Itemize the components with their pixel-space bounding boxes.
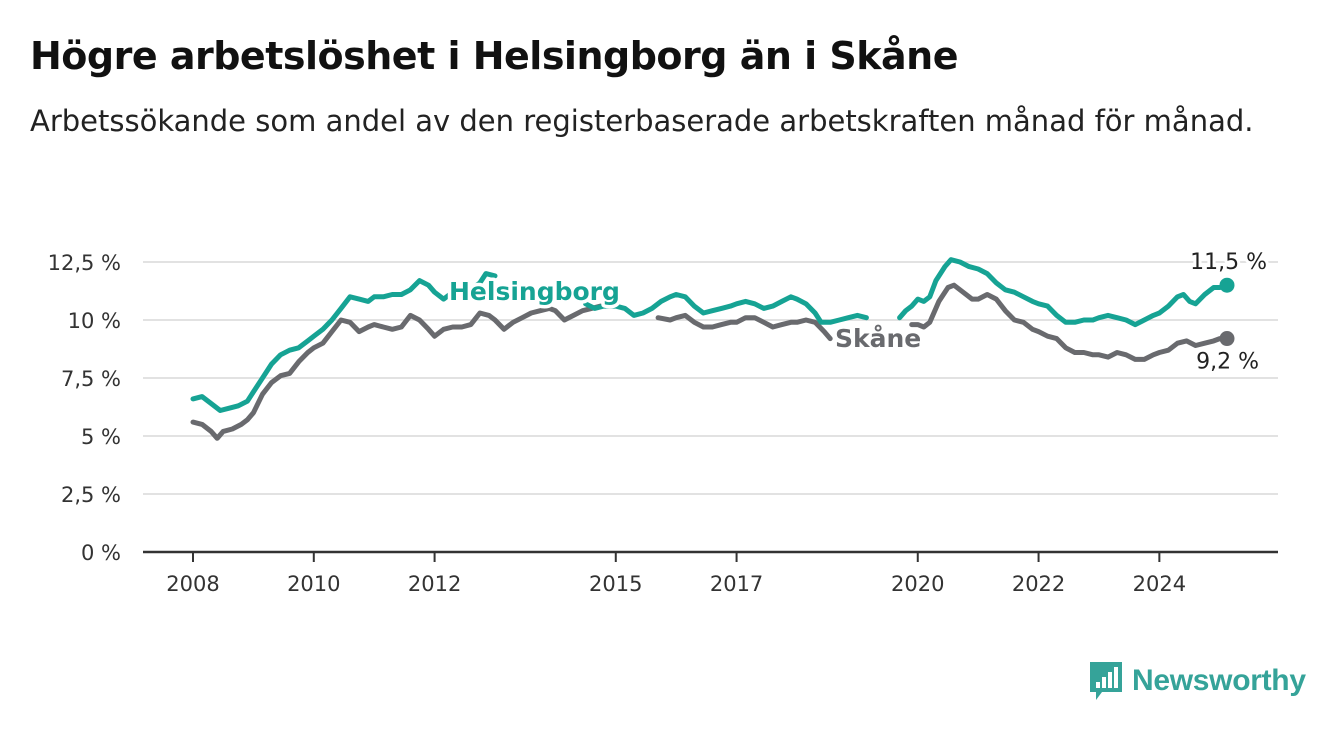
series-line-skane: [909, 282, 1230, 362]
y-tick-label: 10 %: [68, 309, 121, 333]
newsworthy-logo-icon: [1090, 662, 1122, 700]
series-line-helsingborg: [190, 271, 498, 413]
y-tick-label: 0 %: [81, 541, 121, 565]
x-tick-label: 2024: [1133, 572, 1186, 596]
x-tick-label: 2010: [287, 572, 340, 596]
x-tick-label: 2017: [710, 572, 763, 596]
series-lines: [190, 257, 1235, 441]
y-tick-label: 2,5 %: [61, 483, 121, 507]
y-tick-label: 12,5 %: [48, 251, 121, 275]
x-tick-label: 2020: [891, 572, 944, 596]
end-label-helsingborg: 11,5 %: [1190, 250, 1267, 275]
x-tick-label: 2008: [166, 572, 219, 596]
x-tick-label: 2015: [589, 572, 642, 596]
end-point-skane: [1219, 331, 1235, 347]
axes: 0 % 2,5 % 5 % 7,5 % 10 % 12,5 % 2008 2010 2012 20…: [48, 251, 1278, 596]
end-point-helsingborg: [1219, 277, 1235, 293]
series-line-helsingborg: [897, 257, 1230, 328]
series-line-skane: [190, 303, 604, 441]
series-line-skane: [655, 312, 833, 342]
series-labels: Helsingborg Skåne 11,5 % 9,2 %: [446, 247, 1271, 377]
series-line-helsingborg: [583, 292, 869, 325]
series-label-skane: Skåne: [835, 324, 921, 353]
chart-subtitle: Arbetssökande som andel av den registerb…: [30, 104, 1254, 138]
x-tick-label: 2022: [1012, 572, 1065, 596]
brand-name: Newsworthy: [1132, 664, 1306, 697]
chart-title: Högre arbetslöshet i Helsingborg än i Sk…: [30, 34, 958, 78]
y-tick-label: 7,5 %: [61, 367, 121, 391]
y-tick-label: 5 %: [81, 425, 121, 449]
newsworthy-brand: Newsworthy: [1088, 660, 1306, 702]
gridlines: [143, 261, 1278, 495]
series-label-helsingborg: Helsingborg: [449, 277, 620, 306]
end-label-skane: 9,2 %: [1196, 350, 1259, 375]
x-tick-label: 2012: [408, 572, 461, 596]
